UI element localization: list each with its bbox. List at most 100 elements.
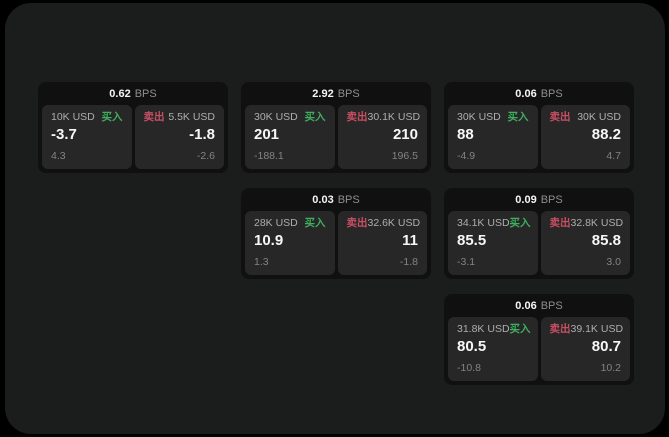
quote-card-body: 31.8K USD 买入 80.5 -10.8 卖出 39.1K USD 80.… <box>444 317 634 385</box>
quote-card-body: 10K USD 买入 -3.7 4.3 卖出 5.5K USD -1.8 -2.… <box>38 105 228 173</box>
sell-side-tag: 卖出 <box>549 323 571 335</box>
buy-sub-value: -4.9 <box>457 150 476 162</box>
buy-price: 201 <box>254 126 280 143</box>
buy-sub-value: -10.8 <box>457 362 481 374</box>
buy-size-label: 10K USD <box>51 111 95 123</box>
sell-sub-value: 4.7 <box>606 150 621 162</box>
sell-price: 85.8 <box>591 232 621 249</box>
quote-card-body: 28K USD 买入 10.9 1.3 卖出 32.6K USD 11 -1.8 <box>241 211 431 279</box>
buy-panel-top: 31.8K USD 买入 <box>457 323 531 336</box>
buy-panel-top: 34.1K USD 买入 <box>457 217 531 230</box>
bps-unit-label: BPS <box>337 193 360 206</box>
buy-quote-panel[interactable]: 30K USD 买入 88 -4.9 <box>448 105 538 169</box>
buy-sub-value: -188.1 <box>254 150 284 162</box>
sell-sub-value: -1.8 <box>399 256 418 268</box>
buy-price: 10.9 <box>254 232 284 249</box>
buy-quote-panel[interactable]: 30K USD 买入 201 -188.1 <box>245 105 335 169</box>
sell-price: 88.2 <box>591 126 621 143</box>
bps-unit-label: BPS <box>540 299 563 312</box>
buy-side-tag: 买入 <box>507 111 529 123</box>
buy-quote-panel[interactable]: 34.1K USD 买入 85.5 -3.1 <box>448 211 538 275</box>
sell-size-label: 5.5K USD <box>168 111 215 123</box>
quotes-grid: 0.62 BPS 10K USD 买入 -3.7 4.3 卖出 5.5K USD… <box>38 82 634 385</box>
sell-quote-panel[interactable]: 卖出 32.6K USD 11 -1.8 <box>337 211 427 275</box>
bps-unit-label: BPS <box>134 87 157 100</box>
bps-unit-label: BPS <box>540 193 563 206</box>
quote-card: 0.62 BPS 10K USD 买入 -3.7 4.3 卖出 5.5K USD… <box>38 82 228 173</box>
sell-size-label: 32.6K USD <box>367 217 421 229</box>
quote-card-body: 30K USD 买入 88 -4.9 卖出 30K USD 88.2 4.7 <box>444 105 634 173</box>
sell-panel-top: 卖出 39.1K USD <box>549 323 624 336</box>
bps-header: 0.62 BPS <box>38 82 228 105</box>
sell-price: -1.8 <box>189 126 215 143</box>
sell-size-label: 39.1K USD <box>570 323 624 335</box>
quote-card: 2.92 BPS 30K USD 买入 201 -188.1 卖出 30.1K … <box>241 82 431 173</box>
buy-sub-value: -3.1 <box>457 256 476 268</box>
buy-side-tag: 买入 <box>304 111 326 123</box>
bps-value: 2.92 <box>312 87 334 100</box>
sell-side-tag: 卖出 <box>549 217 571 229</box>
bps-value: 0.06 <box>515 299 537 312</box>
buy-side-tag: 买入 <box>509 323 531 335</box>
buy-panel-top: 28K USD 买入 <box>254 217 326 230</box>
buy-price: -3.7 <box>51 126 77 143</box>
bps-header: 0.09 BPS <box>444 188 634 211</box>
buy-side-tag: 买入 <box>304 217 326 229</box>
sell-sub-value: 3.0 <box>606 256 621 268</box>
sell-panel-top: 卖出 5.5K USD <box>144 111 216 124</box>
sell-sub-value: 10.2 <box>600 362 621 374</box>
buy-panel-top: 30K USD 买入 <box>254 111 326 124</box>
sell-price: 11 <box>402 232 418 249</box>
sell-panel-top: 卖出 30.1K USD <box>346 111 421 124</box>
buy-price: 88 <box>457 126 474 143</box>
buy-sub-value: 4.3 <box>51 150 66 162</box>
buy-size-label: 28K USD <box>254 217 298 229</box>
sell-size-label: 32.8K USD <box>570 217 624 229</box>
sell-panel-top: 卖出 30K USD <box>550 111 622 124</box>
sell-side-tag: 卖出 <box>143 111 165 123</box>
sell-quote-panel[interactable]: 卖出 30.1K USD 210 196.5 <box>337 105 427 169</box>
sell-quote-panel[interactable]: 卖出 5.5K USD -1.8 -2.6 <box>134 105 224 169</box>
quote-card: 0.09 BPS 34.1K USD 买入 85.5 -3.1 卖出 32.8K… <box>444 188 634 279</box>
sell-quote-panel[interactable]: 卖出 32.8K USD 85.8 3.0 <box>540 211 630 275</box>
buy-size-label: 30K USD <box>457 111 501 123</box>
buy-side-tag: 买入 <box>509 217 531 229</box>
bps-header: 0.06 BPS <box>444 82 634 105</box>
sell-panel-top: 卖出 32.8K USD <box>549 217 624 230</box>
bps-unit-label: BPS <box>540 87 563 100</box>
buy-size-label: 30K USD <box>254 111 298 123</box>
sell-price: 210 <box>392 126 418 143</box>
buy-panel-top: 10K USD 买入 <box>51 111 123 124</box>
sell-side-tag: 卖出 <box>346 111 368 123</box>
buy-quote-panel[interactable]: 10K USD 买入 -3.7 4.3 <box>42 105 132 169</box>
buy-size-label: 31.8K USD <box>457 323 510 335</box>
sell-size-label: 30.1K USD <box>367 111 421 123</box>
sell-quote-panel[interactable]: 卖出 39.1K USD 80.7 10.2 <box>540 317 630 381</box>
quote-card: 0.06 BPS 30K USD 买入 88 -4.9 卖出 30K USD 8… <box>444 82 634 173</box>
buy-panel-top: 30K USD 买入 <box>457 111 529 124</box>
bps-value: 0.03 <box>312 193 334 206</box>
sell-side-tag: 卖出 <box>549 111 571 123</box>
buy-price: 85.5 <box>457 232 487 249</box>
buy-quote-panel[interactable]: 31.8K USD 买入 80.5 -10.8 <box>448 317 538 381</box>
buy-sub-value: 1.3 <box>254 256 269 268</box>
buy-size-label: 34.1K USD <box>457 217 510 229</box>
quote-card-body: 30K USD 买入 201 -188.1 卖出 30.1K USD 210 1… <box>241 105 431 173</box>
bps-header: 0.06 BPS <box>444 294 634 317</box>
quote-card: 0.03 BPS 28K USD 买入 10.9 1.3 卖出 32.6K US… <box>241 188 431 279</box>
bps-value: 0.09 <box>515 193 537 206</box>
bps-unit-label: BPS <box>337 87 360 100</box>
bps-value: 0.06 <box>515 87 537 100</box>
bps-header: 2.92 BPS <box>241 82 431 105</box>
sell-sub-value: 196.5 <box>391 150 418 162</box>
buy-quote-panel[interactable]: 28K USD 买入 10.9 1.3 <box>245 211 335 275</box>
buy-side-tag: 买入 <box>101 111 123 123</box>
sell-price: 80.7 <box>591 338 621 355</box>
sell-size-label: 30K USD <box>577 111 621 123</box>
sell-side-tag: 卖出 <box>346 217 368 229</box>
sell-sub-value: -2.6 <box>196 150 215 162</box>
buy-price: 80.5 <box>457 338 487 355</box>
sell-quote-panel[interactable]: 卖出 30K USD 88.2 4.7 <box>540 105 630 169</box>
sell-panel-top: 卖出 32.6K USD <box>346 217 421 230</box>
quote-card: 0.06 BPS 31.8K USD 买入 80.5 -10.8 卖出 39.1… <box>444 294 634 385</box>
